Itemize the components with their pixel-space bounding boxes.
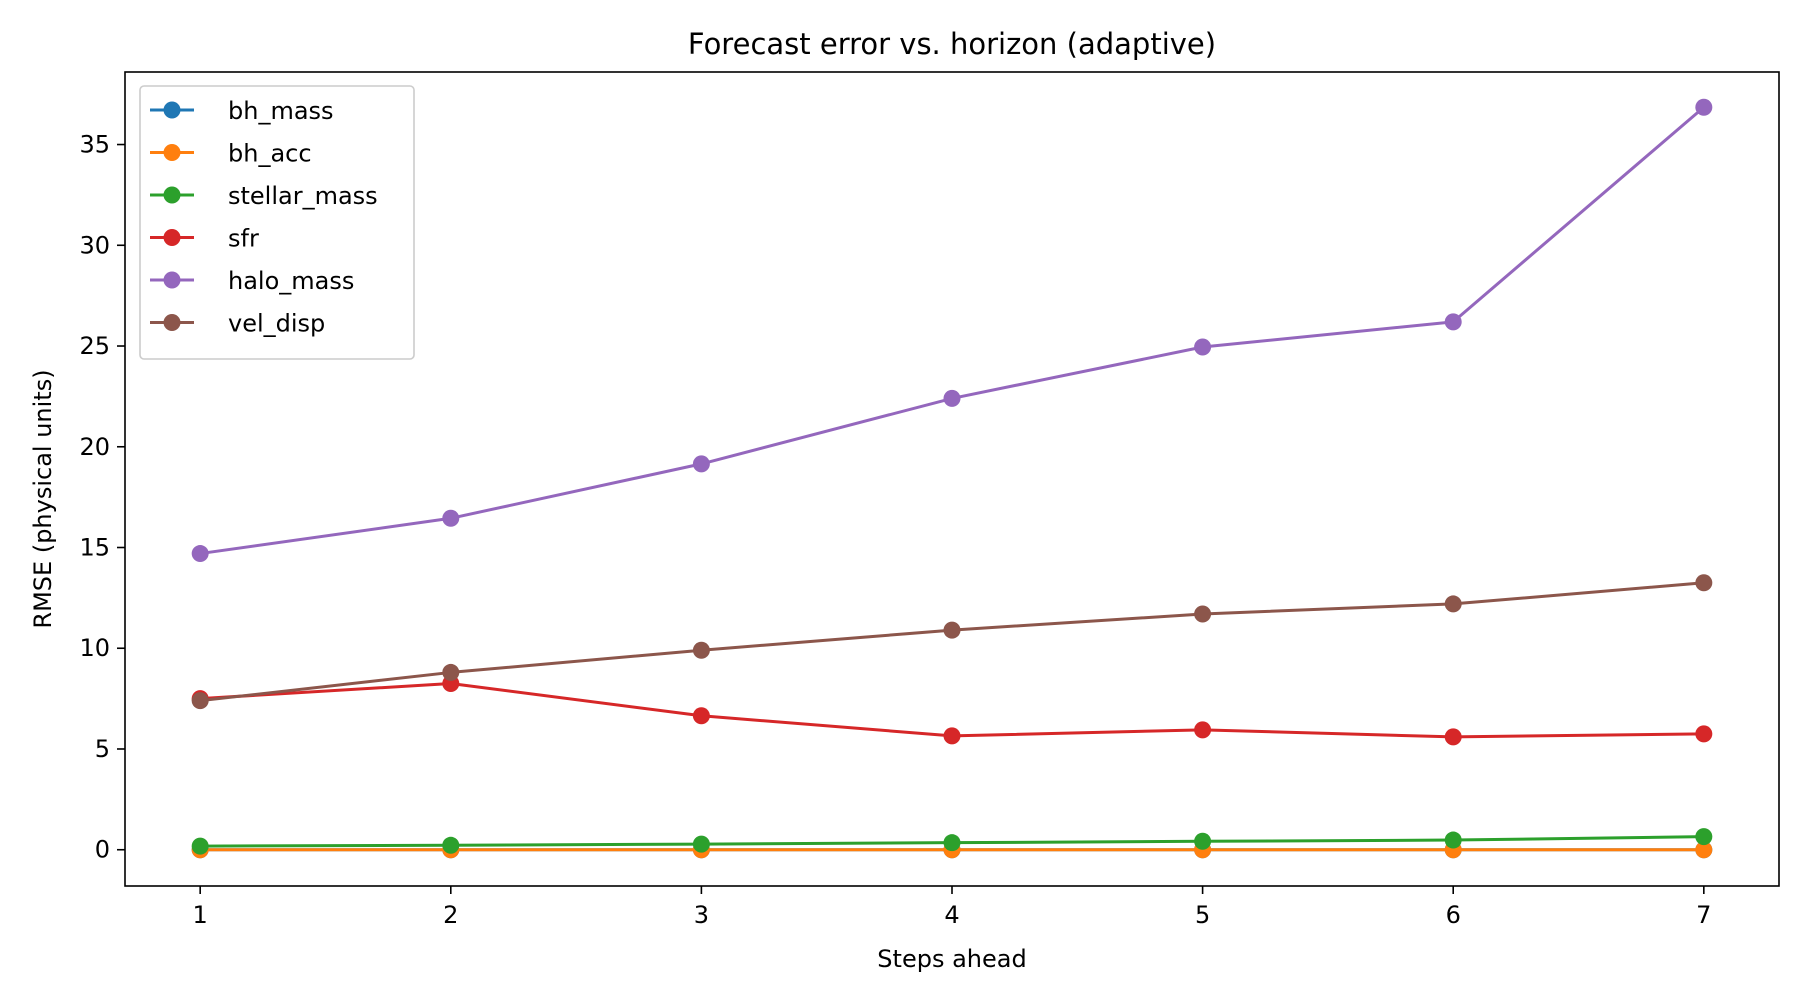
legend-label-bh_mass: bh_mass — [228, 97, 334, 125]
data-point-stellar_mass-5 — [1194, 832, 1212, 850]
legend-swatch-marker-bh_acc — [163, 144, 181, 161]
data-point-vel_disp-2 — [442, 663, 460, 681]
data-point-halo_mass-1 — [191, 545, 209, 563]
x-tick-label: 4 — [944, 901, 959, 929]
series-group — [191, 98, 1713, 859]
data-point-stellar_mass-6 — [1444, 831, 1462, 849]
legend-swatch-marker-vel_disp — [163, 314, 181, 331]
x-tick-label: 1 — [193, 901, 208, 929]
y-tick-label: 5 — [95, 735, 110, 763]
x-tick-label: 6 — [1446, 901, 1461, 929]
data-point-halo_mass-5 — [1194, 338, 1212, 356]
y-axis: 0 5 10 15 20 25 30 35 — [79, 131, 125, 864]
data-point-halo_mass-4 — [943, 389, 961, 407]
data-point-bh_acc-7 — [1695, 841, 1713, 859]
legend-label-stellar_mass: stellar_mass — [228, 182, 378, 210]
data-point-stellar_mass-7 — [1695, 828, 1713, 846]
y-axis-title: RMSE (physical units) — [29, 369, 57, 628]
legend-swatch-marker-halo_mass — [163, 271, 181, 289]
y-tick-label: 20 — [79, 433, 110, 461]
data-point-stellar_mass-4 — [943, 834, 961, 852]
data-point-vel_disp-3 — [692, 641, 710, 659]
x-axis-title: Steps ahead — [877, 945, 1026, 973]
x-axis: 1 2 3 4 5 6 7 — [193, 886, 1711, 929]
y-tick-label: 10 — [79, 634, 110, 662]
plot-area: 1 2 3 4 5 6 7 0 5 10 15 20 25 30 35 — [79, 71, 1780, 929]
legend-swatch-marker-sfr — [163, 229, 181, 246]
data-point-sfr-6 — [1444, 728, 1462, 746]
data-point-vel_disp-1 — [191, 692, 209, 710]
series-halo_mass — [191, 98, 1713, 563]
chart-title: Forecast error vs. horizon (adaptive) — [688, 27, 1216, 61]
y-tick-label: 35 — [79, 131, 110, 159]
legend-item-halo_mass: halo_mass — [150, 267, 354, 295]
data-point-halo_mass-2 — [442, 509, 460, 527]
data-point-halo_mass-6 — [1444, 313, 1462, 331]
legend-label-bh_acc: bh_acc — [228, 140, 312, 168]
data-point-sfr-5 — [1194, 721, 1212, 739]
x-tick-label: 3 — [694, 901, 709, 929]
legend-item-vel_disp: vel_disp — [150, 310, 325, 338]
series-vel_disp — [191, 574, 1713, 710]
data-point-stellar_mass-2 — [442, 836, 460, 854]
series-stellar_mass — [191, 828, 1713, 855]
legend-box — [139, 85, 415, 360]
legend-label-sfr: sfr — [228, 225, 259, 253]
data-point-vel_disp-4 — [943, 621, 961, 639]
data-point-vel_disp-7 — [1695, 574, 1713, 592]
data-point-halo_mass-3 — [692, 455, 710, 473]
legend-swatch-marker-stellar_mass — [163, 186, 181, 204]
y-tick-label: 25 — [79, 332, 110, 360]
legend-item-bh_mass: bh_mass — [150, 97, 334, 125]
data-point-sfr-4 — [943, 727, 961, 745]
legend-item-stellar_mass: stellar_mass — [150, 182, 378, 210]
x-tick-label: 2 — [443, 901, 458, 929]
data-point-halo_mass-7 — [1695, 98, 1713, 116]
y-tick-label: 0 — [95, 836, 110, 864]
legend-label-vel_disp: vel_disp — [228, 310, 325, 338]
data-point-vel_disp-5 — [1194, 605, 1212, 623]
data-point-sfr-7 — [1695, 725, 1713, 743]
y-tick-label: 30 — [79, 231, 110, 259]
series-sfr — [191, 675, 1713, 746]
data-point-sfr-3 — [692, 707, 710, 725]
x-tick-label: 5 — [1195, 901, 1210, 929]
y-tick-label: 15 — [79, 534, 110, 562]
legend-swatch-marker-bh_mass — [163, 101, 181, 119]
legend-item-sfr: sfr — [150, 225, 259, 253]
data-point-stellar_mass-3 — [692, 835, 710, 853]
data-point-stellar_mass-1 — [191, 837, 209, 855]
x-tick-label: 7 — [1696, 901, 1711, 929]
data-point-vel_disp-6 — [1444, 595, 1462, 613]
legend-label-halo_mass: halo_mass — [228, 267, 354, 295]
legend-item-bh_acc: bh_acc — [150, 140, 312, 168]
